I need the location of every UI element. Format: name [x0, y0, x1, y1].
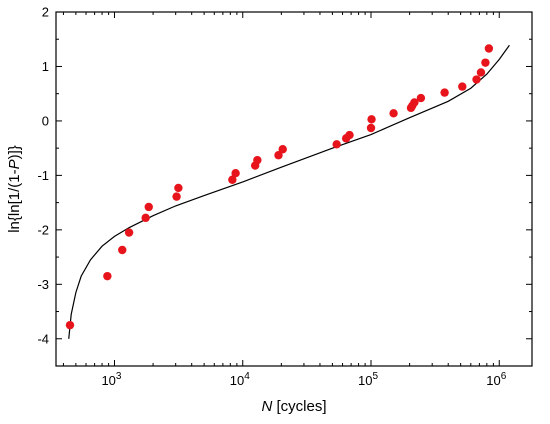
y-tick-label: 0 — [42, 113, 49, 128]
x-tick-label: 103 — [101, 371, 121, 388]
data-point — [440, 88, 449, 97]
fit-line — [68, 44, 510, 339]
y-axis-title-italic: P — [6, 159, 23, 169]
tick-marks — [56, 11, 532, 367]
x-tick-label-base: 10 — [101, 373, 115, 388]
data-point — [103, 271, 112, 281]
x-tick-label-base: 10 — [230, 373, 244, 388]
y-tick-label: 2 — [42, 5, 49, 20]
x-axis-title-rest: [cycles] — [272, 398, 326, 415]
data-point — [345, 130, 354, 140]
data-point — [124, 228, 134, 237]
data-points-layer — [65, 44, 494, 330]
data-point — [389, 109, 398, 118]
x-tick-label-base: 10 — [486, 373, 500, 388]
y-tick-label: -3 — [37, 277, 49, 292]
y-axis-title: ln{ln[1/(1-P)]} — [6, 145, 23, 233]
x-tick-label-exponent: 6 — [501, 371, 507, 382]
y-tick-label: 1 — [42, 59, 49, 74]
data-point — [366, 123, 376, 133]
x-axis-title: N [cycles] — [261, 398, 326, 415]
x-tick-label: 105 — [358, 371, 378, 388]
data-point — [253, 155, 262, 165]
x-tick-label: 104 — [230, 371, 250, 388]
fit-line-layer — [68, 44, 510, 339]
data-point — [274, 151, 283, 160]
data-point — [484, 44, 494, 53]
y-tick-labels: 2 1 0 -1 -2 -3 -4 — [37, 5, 49, 347]
data-point — [174, 183, 183, 193]
data-point — [458, 82, 467, 91]
x-tick-labels: 103 104 105 106 — [101, 371, 506, 388]
data-point — [228, 175, 237, 184]
data-point — [416, 93, 426, 103]
data-point — [118, 245, 127, 255]
x-axis-title-italic: N — [261, 398, 272, 415]
data-point — [172, 192, 181, 201]
data-point — [144, 202, 153, 212]
data-point — [481, 58, 490, 67]
y-tick-label: -4 — [37, 331, 49, 346]
plot-frame — [55, 11, 533, 367]
data-point — [231, 169, 240, 178]
y-axis-title-prefix: ln{ln[1/(1- — [6, 169, 23, 232]
x-tick-label: 106 — [486, 371, 506, 388]
x-tick-label-base: 10 — [358, 373, 372, 388]
x-tick-label-exponent: 5 — [372, 371, 378, 382]
data-point — [410, 98, 419, 107]
x-tick-label-exponent: 4 — [244, 371, 250, 382]
data-point — [278, 145, 287, 154]
data-point — [65, 320, 75, 330]
y-axis-title-suffix: )]} — [6, 145, 23, 159]
y-tick-label: -2 — [37, 222, 49, 237]
data-point — [367, 115, 376, 124]
data-point — [476, 68, 486, 77]
data-point — [472, 75, 481, 84]
data-point — [141, 213, 150, 223]
y-tick-label: -1 — [37, 168, 49, 183]
data-point — [332, 140, 341, 149]
x-tick-label-exponent: 3 — [116, 371, 122, 382]
